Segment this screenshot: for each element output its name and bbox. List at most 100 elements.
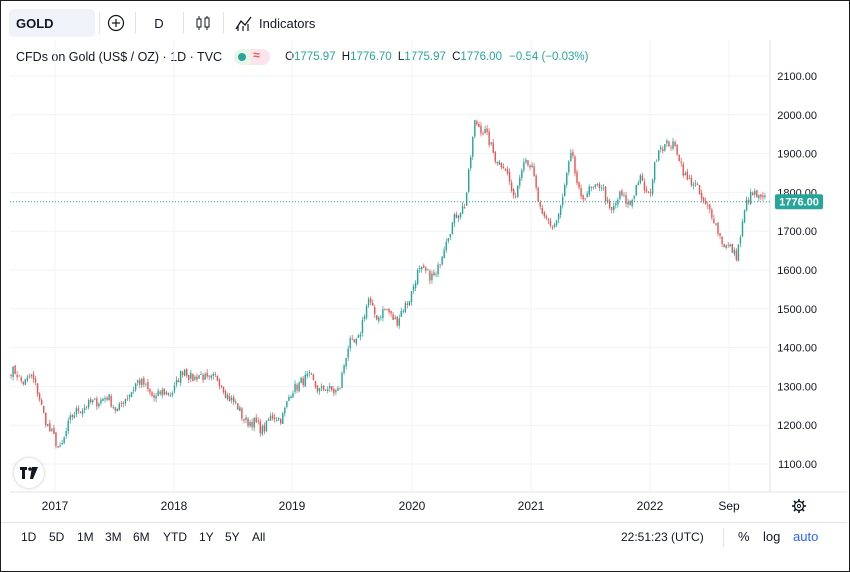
range-all-button[interactable]: All bbox=[252, 530, 266, 544]
candle-body bbox=[212, 373, 215, 376]
compare-symbol-button[interactable] bbox=[104, 11, 128, 35]
candle-body bbox=[705, 200, 707, 205]
candle-body bbox=[200, 374, 202, 375]
range-3m-button[interactable]: 3M bbox=[105, 530, 122, 544]
candle-body bbox=[551, 227, 554, 229]
candle-body bbox=[202, 374, 204, 381]
candle-body bbox=[400, 310, 402, 317]
candle-body bbox=[649, 192, 652, 194]
candle-body bbox=[762, 195, 764, 198]
range-6m-button[interactable]: 6M bbox=[133, 530, 150, 544]
candle-body bbox=[165, 392, 168, 395]
candle-body bbox=[175, 379, 178, 385]
candle-body bbox=[265, 420, 268, 432]
candle-body bbox=[635, 184, 637, 196]
settings-gear-icon[interactable] bbox=[792, 499, 806, 513]
price-tick-label: 1500.00 bbox=[777, 304, 817, 316]
candle-body bbox=[702, 197, 705, 201]
candle-body bbox=[322, 385, 325, 390]
close-key: C bbox=[452, 51, 461, 63]
candle-body bbox=[711, 209, 713, 218]
price-tick-label: 2100.00 bbox=[777, 71, 817, 83]
market-status-toggle[interactable]: ≈ bbox=[234, 48, 271, 65]
candle-body bbox=[102, 398, 104, 401]
range-5y-button[interactable]: 5Y bbox=[225, 530, 240, 544]
tradingview-logo[interactable] bbox=[14, 458, 44, 488]
candle-body bbox=[122, 403, 125, 405]
candle-body bbox=[680, 161, 682, 163]
candle-body bbox=[369, 298, 372, 303]
candle-body bbox=[564, 184, 566, 196]
price-axis[interactable]: 2100.002000.001900.001800.001700.001600.… bbox=[777, 71, 817, 471]
candle-body bbox=[306, 373, 309, 377]
candle-body bbox=[194, 376, 196, 380]
candle-body bbox=[412, 286, 415, 291]
candle-body bbox=[249, 422, 251, 427]
candle-body bbox=[484, 129, 486, 133]
candle-body bbox=[284, 407, 286, 414]
chart-legend: CFDs on Gold (US$ / OZ) · 1D · TVC ≈ O17… bbox=[16, 48, 588, 66]
range-1d-button[interactable]: 1D bbox=[21, 530, 37, 544]
range-1y-button[interactable]: 1Y bbox=[199, 530, 214, 544]
range-5d-button[interactable]: 5D bbox=[49, 530, 65, 544]
candle-body bbox=[47, 424, 49, 427]
candle-body bbox=[392, 314, 394, 321]
candle-body bbox=[77, 408, 80, 411]
candle-body bbox=[443, 249, 445, 258]
candle-body bbox=[715, 223, 717, 225]
candle-body bbox=[682, 164, 684, 176]
time-tick-label: 2019 bbox=[279, 499, 306, 513]
candle-body bbox=[717, 222, 719, 234]
candle-body bbox=[476, 121, 478, 125]
candle-body bbox=[731, 243, 734, 253]
indicators-button[interactable]: Indicators bbox=[234, 11, 324, 35]
candle-body bbox=[302, 378, 304, 386]
candle-body bbox=[73, 415, 76, 418]
range-1m-button[interactable]: 1M bbox=[77, 530, 94, 544]
candle-body bbox=[506, 169, 509, 174]
candle-body bbox=[576, 171, 578, 184]
candle-body bbox=[692, 184, 695, 186]
range-ytd-button[interactable]: YTD bbox=[163, 530, 187, 544]
candle-body bbox=[557, 213, 560, 220]
candle-body bbox=[529, 165, 531, 168]
candle-body bbox=[631, 199, 633, 206]
time-axis[interactable]: 2017 2018 2019 2020 2021 2022 Sep bbox=[42, 499, 740, 513]
candle-body bbox=[666, 140, 668, 144]
candle-body bbox=[208, 375, 210, 377]
candle-body bbox=[167, 392, 170, 395]
log-scale-button[interactable]: log bbox=[763, 529, 781, 544]
candle-body bbox=[553, 224, 556, 227]
price-tick-label: 1200.00 bbox=[777, 420, 817, 432]
candle-body bbox=[316, 385, 319, 392]
candle-body bbox=[688, 178, 691, 180]
chart-type-button[interactable] bbox=[191, 11, 215, 35]
candle-body bbox=[14, 365, 16, 375]
auto-scale-button[interactable]: auto bbox=[793, 529, 819, 544]
candle-body bbox=[24, 379, 27, 385]
candle-body bbox=[625, 195, 627, 204]
candle-body bbox=[410, 291, 413, 303]
candle-body bbox=[721, 236, 723, 244]
candle-body bbox=[498, 161, 501, 165]
candle-body bbox=[286, 401, 288, 407]
candle-body bbox=[237, 403, 239, 410]
price-chart[interactable]: 2100.002000.001900.001800.001700.001600.… bbox=[0, 0, 850, 522]
percent-scale-button[interactable]: % bbox=[738, 529, 750, 544]
candle-body bbox=[118, 403, 121, 410]
symbol-search[interactable]: GOLD bbox=[9, 9, 95, 37]
candle-body bbox=[467, 169, 470, 192]
candle-body bbox=[488, 131, 490, 145]
candle-body bbox=[292, 393, 294, 398]
candle-body bbox=[435, 274, 437, 276]
candle-body bbox=[490, 142, 492, 144]
candle-body bbox=[282, 413, 284, 424]
candle-body bbox=[345, 357, 347, 367]
utc-clock[interactable]: 22:51:23 (UTC) bbox=[621, 530, 704, 544]
interval-button[interactable]: D bbox=[148, 11, 170, 35]
candle-body bbox=[604, 186, 607, 201]
candle-body bbox=[461, 206, 464, 214]
candle-body bbox=[439, 264, 441, 266]
candle-body bbox=[139, 379, 141, 385]
candle-body bbox=[541, 207, 543, 214]
